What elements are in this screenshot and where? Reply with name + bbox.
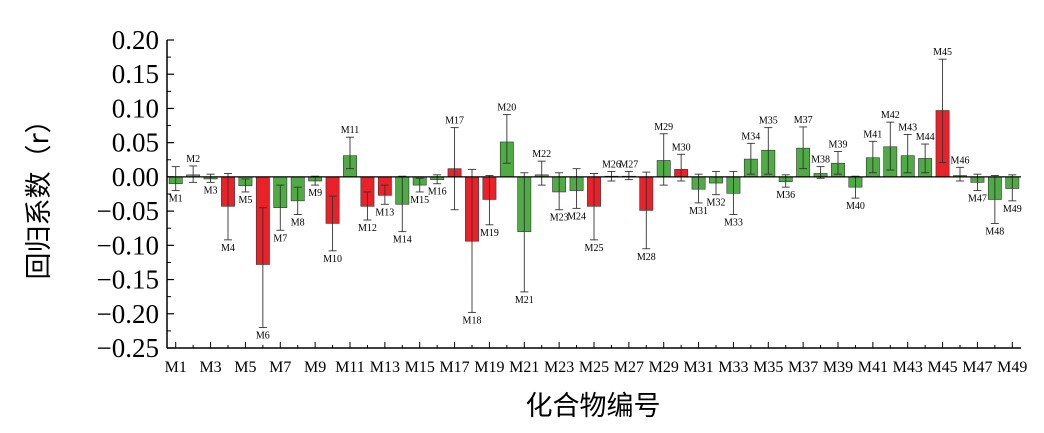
y-tick-label: 0.05 (112, 128, 159, 158)
bar-label-m21: M21 (515, 295, 534, 306)
bar-label-m39: M39 (829, 140, 848, 151)
x-tick-label: M35 (753, 359, 783, 376)
x-tick-label: M7 (269, 359, 291, 376)
bar-label-m49: M49 (1003, 204, 1022, 215)
bar-label-m2: M2 (186, 154, 200, 165)
bar-label-m8: M8 (291, 218, 305, 229)
bar-label-m26: M26 (602, 159, 621, 170)
bar-label-m24: M24 (567, 211, 586, 222)
x-tick-label: M31 (683, 359, 713, 376)
x-axis-ticks: M1 M3 M5 M7 M9 M11 M13 M15 M17 M19 M21 M23 M25 M27 M29… (165, 342, 1027, 376)
bar-label-m16: M16 (428, 187, 447, 198)
y-tick-label: 0.15 (112, 59, 159, 89)
bar-label-m20: M20 (497, 103, 516, 114)
x-tick-label: M49 (997, 359, 1027, 376)
x-tick-label: M3 (199, 359, 221, 376)
x-tick-label: M41 (858, 359, 888, 376)
bar-label-m3: M3 (204, 185, 218, 196)
bar-label-m43: M43 (898, 122, 917, 133)
x-tick-label: M21 (509, 359, 539, 376)
bar-label-m17: M17 (445, 116, 464, 127)
bar-label-m19: M19 (480, 228, 499, 239)
bar-label-m15: M15 (410, 195, 429, 206)
x-tick-label: M17 (439, 359, 469, 376)
x-tick-label: M15 (405, 359, 435, 376)
y-tick-label: 0.10 (112, 93, 159, 123)
y-axis-label: 回归系数（r） (24, 106, 55, 279)
x-tick-label: M39 (823, 359, 853, 376)
bar-label-m35: M35 (759, 116, 778, 127)
bar-label-m46: M46 (951, 155, 970, 166)
bar-label-m37: M37 (794, 115, 813, 126)
bar-label-m9: M9 (308, 188, 322, 199)
x-tick-label: M9 (304, 359, 326, 376)
x-tick-label: M43 (893, 359, 923, 376)
x-tick-label: M1 (165, 359, 187, 376)
bar-label-m11: M11 (341, 125, 360, 136)
bar-label-m36: M36 (776, 190, 795, 201)
x-tick-label: M25 (579, 359, 609, 376)
y-tick-label: −0.10 (97, 230, 159, 260)
x-axis-label: 化合物编号 (526, 391, 661, 422)
x-tick-label: M19 (474, 359, 504, 376)
bars (168, 58, 1020, 328)
bar-label-m13: M13 (375, 207, 394, 218)
x-tick-label: M13 (370, 359, 400, 376)
bar-label-m7: M7 (273, 233, 287, 244)
bar-label-m22: M22 (532, 149, 551, 160)
x-tick-label: M29 (649, 359, 679, 376)
x-tick-label: M11 (335, 359, 365, 376)
bar-label-m18: M18 (463, 315, 482, 326)
bar-label-m44: M44 (916, 132, 935, 143)
bar-label-m41: M41 (863, 129, 882, 140)
bar-label-m28: M28 (637, 252, 656, 263)
y-tick-label: −0.15 (97, 265, 159, 295)
x-tick-label: M45 (927, 359, 957, 376)
bar-label-m38: M38 (811, 155, 830, 166)
bar-label-m10: M10 (323, 254, 342, 265)
bar-label-m1: M1 (169, 194, 183, 205)
bar-label-m32: M32 (707, 198, 726, 209)
bar-label-m25: M25 (585, 243, 604, 254)
bar-label-m48: M48 (985, 226, 1004, 237)
bar-label-m23: M23 (550, 213, 569, 224)
bar-label-m5: M5 (238, 195, 252, 206)
bar-label-m34: M34 (741, 131, 760, 142)
y-tick-label: −0.20 (97, 299, 159, 329)
bar-label-m27: M27 (619, 159, 638, 170)
bar-label-m45: M45 (933, 47, 952, 58)
bar-label-m29: M29 (654, 122, 673, 133)
x-tick-label: M27 (614, 359, 644, 376)
bar-label-m42: M42 (881, 110, 900, 121)
bar-label-m31: M31 (689, 206, 708, 217)
bar-label-m6: M6 (256, 330, 270, 341)
bar-label-m30: M30 (672, 142, 691, 153)
bar-label-m33: M33 (724, 218, 743, 229)
bar-label-m4: M4 (221, 243, 235, 254)
x-tick-label: M23 (544, 359, 574, 376)
y-tick-label: 0.00 (112, 162, 159, 192)
x-tick-label: M5 (234, 359, 256, 376)
x-tick-label: M33 (718, 359, 748, 376)
y-tick-label: 0.20 (112, 25, 159, 55)
x-tick-label: M47 (962, 359, 992, 376)
y-axis-ticks: 0.20 0.15 0.10 0.05 0.00 −0.05 −0.10 −0.15 −0.20… (97, 25, 174, 363)
y-tick-label: −0.25 (97, 333, 159, 363)
x-tick-label: M37 (788, 359, 818, 376)
bar-label-m47: M47 (968, 194, 987, 205)
bar-label-m14: M14 (393, 235, 412, 246)
bar-label-m40: M40 (846, 201, 865, 212)
bar-label-m12: M12 (358, 223, 377, 234)
y-tick-label: −0.05 (97, 196, 159, 226)
